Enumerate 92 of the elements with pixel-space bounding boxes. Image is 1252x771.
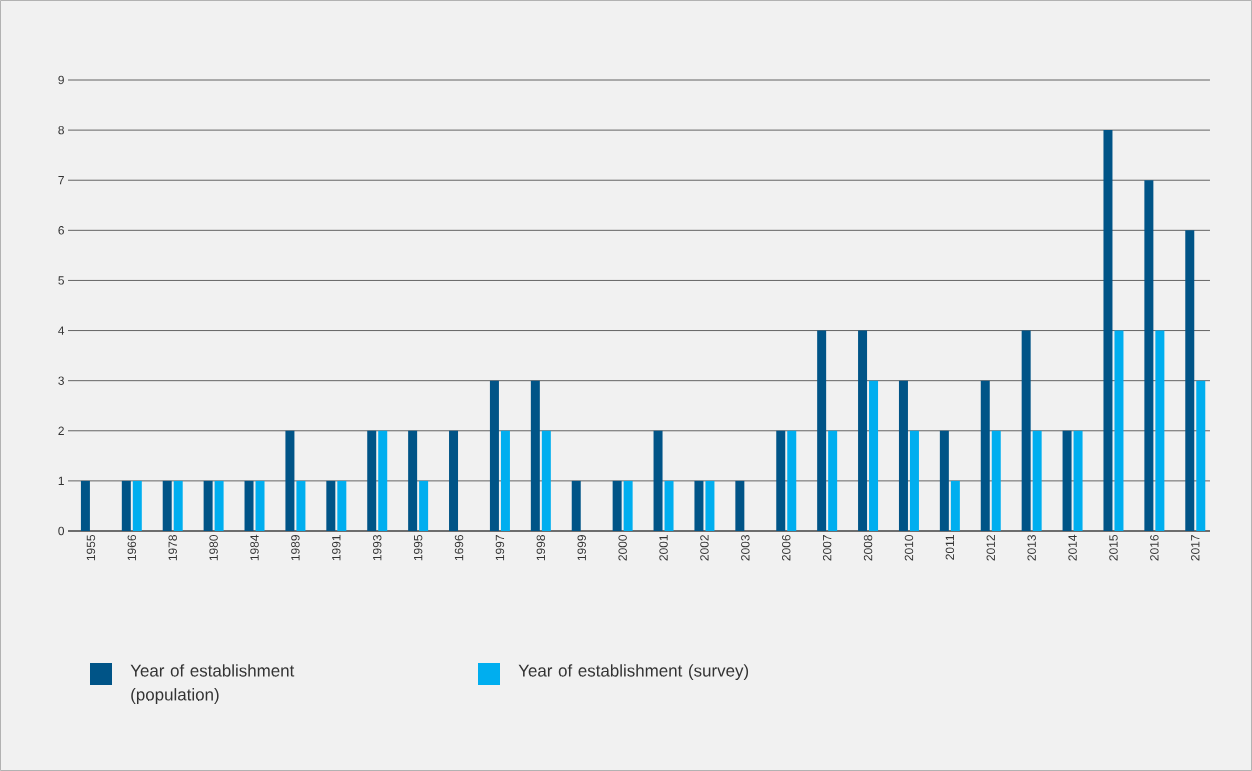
x-tick-label: 2003 [741, 535, 750, 561]
x-tick-label: 1989 [291, 535, 300, 561]
bar [1021, 330, 1031, 531]
x-tick-label: 1997 [495, 535, 505, 561]
bar [121, 480, 131, 531]
bar [285, 430, 295, 531]
x-tick-label: 1984 [250, 534, 259, 561]
bar [1073, 430, 1083, 531]
x-tick-label: 1991 [332, 535, 341, 561]
x-tick-label: 1955 [86, 535, 96, 561]
x-tick-label: 2010 [904, 534, 914, 561]
bar [337, 480, 347, 531]
bar [939, 430, 949, 531]
bar [408, 430, 418, 531]
bar [858, 330, 868, 531]
bar [1062, 430, 1072, 531]
bar [817, 330, 827, 531]
bar [705, 480, 715, 531]
bar [500, 430, 510, 531]
bar [214, 480, 224, 531]
bar [787, 430, 797, 531]
x-tick-label: 1999 [577, 535, 586, 561]
y-tick-label: 3 [58, 376, 64, 385]
bar [612, 480, 622, 531]
bar [530, 380, 540, 531]
bar [1032, 430, 1042, 531]
x-tick-label: 2013 [1027, 535, 1036, 561]
bar [664, 480, 674, 531]
x-tick-label: 2016 [1150, 535, 1159, 561]
bar [898, 380, 908, 531]
bar [991, 430, 1001, 531]
x-tick-label: 2002 [700, 535, 709, 561]
x-tick-label: 2012 [986, 535, 995, 561]
y-tick-label: 4 [58, 326, 65, 335]
x-tick-label: 1980 [209, 534, 218, 561]
bar [173, 480, 183, 531]
bar [909, 430, 919, 531]
y-tick-label: 6 [58, 226, 64, 235]
bar [489, 380, 499, 531]
bar [132, 480, 142, 531]
bar [367, 430, 377, 531]
x-tick-label: 1995 [413, 535, 423, 561]
y-tick-label: 7 [58, 176, 64, 185]
bar [694, 480, 704, 531]
x-tick-label: 2007 [822, 535, 832, 561]
x-tick-label: 2008 [863, 535, 873, 561]
bar [571, 480, 581, 531]
bar [980, 380, 990, 531]
y-tick-label: 2 [58, 426, 64, 435]
bar [1144, 180, 1154, 531]
bar [623, 480, 633, 531]
x-tick-label: 1966 [127, 535, 137, 561]
x-tick-label: 1978 [168, 535, 177, 561]
x-tick-label: 1998 [536, 535, 546, 561]
x-tick-label: 2014 [1068, 534, 1077, 561]
x-tick-label: 1696 [454, 535, 464, 561]
x-tick-label: 2015 [1109, 535, 1118, 561]
bar [735, 480, 745, 531]
bar [326, 480, 336, 531]
x-tick-label: 2006 [782, 535, 791, 561]
x-tick-label: 2000 [618, 534, 627, 561]
legend-label: Year of establishment (survey) [518, 664, 749, 680]
bar [950, 480, 960, 531]
bar [162, 480, 172, 531]
y-tick-label: 9 [58, 75, 64, 85]
bar [255, 480, 265, 531]
bar [296, 480, 306, 531]
bar [541, 430, 551, 531]
bar [1196, 380, 1206, 531]
bar [1185, 230, 1195, 531]
bar [828, 430, 838, 531]
y-tick-label: 0 [58, 526, 65, 536]
x-tick-label: 2011 [945, 535, 955, 560]
x-tick-label: 2001 [659, 535, 668, 561]
x-tick-label: 2017 [1191, 535, 1200, 561]
bar [653, 430, 663, 531]
bar [869, 380, 879, 531]
bar [449, 430, 459, 531]
bar [1103, 130, 1113, 531]
y-tick-label: 8 [58, 125, 64, 135]
y-tick-label: 1 [58, 476, 64, 485]
bar [244, 480, 254, 531]
bar [378, 430, 388, 531]
bar [1155, 330, 1165, 531]
bar [80, 480, 90, 531]
bar [1114, 330, 1124, 531]
bar [203, 480, 213, 531]
bar [419, 480, 429, 531]
y-tick-label: 5 [58, 276, 64, 285]
legend-label: Year of establishment (population) [130, 664, 295, 704]
bar [776, 430, 786, 531]
x-tick-label: 1993 [372, 535, 382, 561]
